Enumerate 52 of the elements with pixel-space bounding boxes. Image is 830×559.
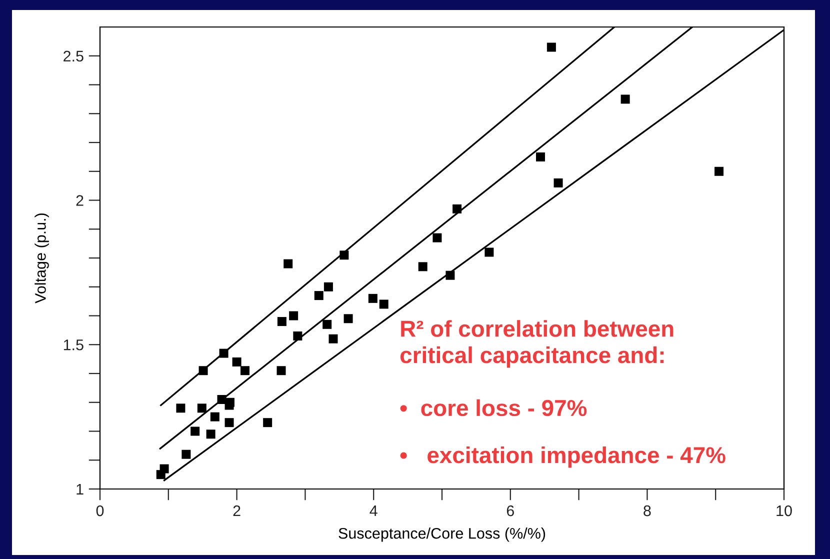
point [324, 282, 333, 292]
point [206, 430, 216, 439]
point [536, 152, 545, 162]
point [219, 348, 228, 358]
point [240, 366, 250, 376]
y-tick-label: 1.5 [64, 340, 84, 350]
point [293, 331, 302, 340]
annotation: • excitation impedance - 47% [400, 446, 726, 468]
point [197, 404, 206, 413]
point [263, 418, 272, 428]
point [484, 248, 494, 257]
point [446, 270, 455, 280]
point [340, 250, 349, 260]
point [232, 357, 242, 366]
point [546, 42, 556, 52]
point [217, 394, 226, 404]
y-tick-label: 2 [76, 195, 84, 206]
point [452, 204, 462, 214]
annotation: • core loss - 97% [400, 399, 587, 416]
point [314, 291, 324, 300]
annotation: R² of correlation between critical capacitance and: [400, 320, 674, 368]
point [368, 294, 378, 303]
y-tick-label: 1 [76, 484, 84, 495]
point [554, 178, 563, 188]
point [160, 464, 169, 474]
point [620, 94, 630, 104]
x-tick-label: 10 [776, 505, 792, 516]
point [289, 311, 298, 320]
point [176, 404, 186, 413]
point [714, 166, 724, 176]
x-tick-label: 4 [370, 506, 378, 516]
point [276, 366, 286, 376]
x-axis-title: Susceptance/Core Loss (%/%) [338, 528, 546, 542]
y-axis-title: Voltage (p.u.) [34, 214, 49, 304]
y-tick-label: 2.5 [64, 50, 84, 62]
point [284, 259, 293, 268]
point [344, 314, 353, 324]
point [210, 412, 220, 422]
point [224, 418, 234, 428]
point [432, 233, 442, 242]
point [190, 426, 200, 436]
point [182, 450, 191, 459]
point [277, 317, 286, 326]
x-tick-label: 2 [233, 505, 240, 516]
point [198, 366, 208, 376]
point [322, 320, 332, 329]
x-tick-label: 8 [644, 505, 651, 516]
point [328, 334, 338, 344]
point [418, 262, 428, 272]
point [379, 300, 388, 309]
x-tick-label: 6 [506, 505, 514, 516]
x-tick-label: 0 [96, 505, 104, 516]
